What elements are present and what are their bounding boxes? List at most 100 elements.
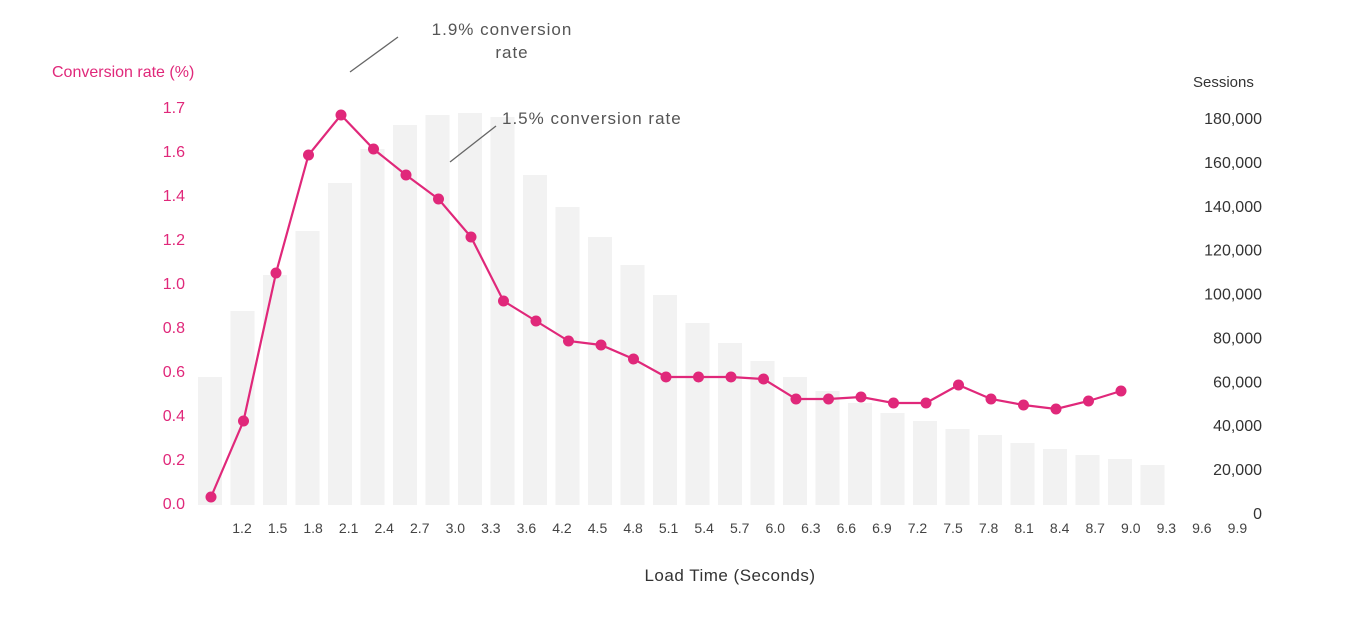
conversion-rate-point xyxy=(855,391,867,403)
x-axis-title: Load Time (Seconds) xyxy=(644,566,815,585)
right-axis-tick-label: 100,000 xyxy=(1204,287,1262,304)
sessions-bar xyxy=(458,113,482,505)
left-axis-tick-label: 1.4 xyxy=(163,188,185,205)
x-axis-tick-label: 6.3 xyxy=(801,520,821,536)
x-axis-tick-label: 8.4 xyxy=(1050,520,1070,536)
sessions-bar xyxy=(913,421,937,505)
x-axis-tick-label: 2.4 xyxy=(374,520,394,536)
x-axis-tick-label: 3.3 xyxy=(481,520,501,536)
annotation-2-text: 1.5% conversion rate xyxy=(502,109,682,128)
sessions-bar xyxy=(815,391,840,505)
conversion-rate-point xyxy=(985,393,997,405)
sessions-bar xyxy=(588,237,612,505)
conversion-rate-point xyxy=(953,379,964,391)
conversion-rate-point xyxy=(1018,399,1029,411)
sessions-bar xyxy=(295,231,320,505)
x-axis-tick-label: 1.2 xyxy=(232,520,252,536)
x-axis-tick-label: 7.2 xyxy=(908,520,928,536)
left-axis-tick-label: 0.0 xyxy=(163,496,185,513)
sessions-bar xyxy=(620,265,645,505)
sessions-bar xyxy=(263,275,287,505)
conversion-rate-point xyxy=(920,397,932,409)
conversion-rate-point xyxy=(368,143,379,155)
left-axis-tick-label: 0.8 xyxy=(163,320,185,337)
x-axis-tick-label: 4.8 xyxy=(623,520,643,536)
conversion-rate-point xyxy=(465,231,477,243)
annotation-1-line1: 1.9% conversion xyxy=(432,20,573,39)
sessions-bar xyxy=(425,115,450,505)
x-axis-tick-label: 2.7 xyxy=(410,520,430,536)
left-axis-tick-label: 0.4 xyxy=(163,408,185,425)
x-axis-tick-label: 2.1 xyxy=(339,520,359,536)
right-axis-title: Sessions xyxy=(1193,74,1254,91)
sessions-bar xyxy=(1140,465,1165,505)
conversion-rate-point xyxy=(628,353,639,365)
x-axis-tick-label: 7.8 xyxy=(979,520,999,536)
sessions-bar xyxy=(360,149,385,505)
conversion-line-layer xyxy=(205,109,1127,503)
sessions-bar xyxy=(750,361,775,505)
x-axis-tick-label: 6.9 xyxy=(872,520,892,536)
sessions-bar xyxy=(490,117,515,505)
right-axis-tick-label: 160,000 xyxy=(1204,155,1262,172)
x-axis-tick-label: 3.0 xyxy=(446,520,466,536)
sessions-bar xyxy=(198,377,222,505)
left-axis: 0.0 0.2 0.4 0.6 0.8 1.0 1.2 1.4 1.6 1.7 xyxy=(163,100,185,513)
left-axis-title: Conversion rate (%) xyxy=(52,64,194,81)
right-axis-tick-label: 80,000 xyxy=(1213,330,1262,347)
sessions-bar xyxy=(230,311,255,505)
x-axis-tick-label: 4.5 xyxy=(588,520,608,536)
right-axis-tick-label: 0 xyxy=(1253,506,1262,523)
x-axis-tick-label: 1.8 xyxy=(303,520,323,536)
sessions-bar xyxy=(1043,449,1067,505)
left-axis-tick-label: 1.6 xyxy=(163,144,185,161)
conversion-rate-point xyxy=(563,335,574,347)
x-axis-tick-label: 9.6 xyxy=(1192,520,1212,536)
conversion-rate-point xyxy=(433,193,444,205)
conversion-rate-point xyxy=(530,315,542,327)
sessions-bar xyxy=(393,125,417,505)
sessions-bar xyxy=(1010,443,1035,505)
sessions-bar xyxy=(653,295,677,505)
conversion-rate-point xyxy=(498,295,509,307)
sessions-bar xyxy=(978,435,1002,505)
sessions-bar xyxy=(523,175,547,505)
left-axis-tick-label: 1.0 xyxy=(163,276,185,293)
conversion-rate-point xyxy=(205,491,217,503)
x-axis-tick-label: 5.7 xyxy=(730,520,750,536)
conversion-rate-point xyxy=(1115,385,1127,397)
x-axis-tick-label: 5.4 xyxy=(694,520,714,536)
sessions-bar xyxy=(880,413,905,505)
sessions-bar xyxy=(945,429,970,505)
x-axis-tick-label: 8.1 xyxy=(1014,520,1034,536)
left-axis-tick-label: 1.2 xyxy=(163,232,185,249)
sessions-bars xyxy=(198,113,1165,505)
conversion-rate-point xyxy=(1083,395,1094,407)
sessions-bar xyxy=(555,207,580,505)
x-axis-tick-label: 6.0 xyxy=(766,520,786,536)
annotation-1-line2: rate xyxy=(495,43,528,62)
conversion-rate-point xyxy=(790,393,802,405)
right-axis-tick-label: 140,000 xyxy=(1204,199,1262,216)
annotation-2-leader xyxy=(449,125,497,163)
x-axis-tick-label: 8.7 xyxy=(1085,520,1105,536)
x-axis-tick-label: 9.9 xyxy=(1228,520,1248,536)
x-axis-tick-label: 1.5 xyxy=(268,520,288,536)
x-axis-tick-label: 9.3 xyxy=(1157,520,1177,536)
x-axis-tick-label: 6.6 xyxy=(837,520,857,536)
left-axis-tick-label: 1.7 xyxy=(163,100,185,117)
sessions-bar xyxy=(1108,459,1132,505)
conversion-rate-point xyxy=(823,393,834,405)
left-axis-tick-label: 0.2 xyxy=(163,452,185,469)
conversion-rate-point xyxy=(238,415,249,427)
left-axis-tick-label: 0.6 xyxy=(163,364,185,381)
sessions-bar xyxy=(685,323,710,505)
conversion-rate-point xyxy=(1050,403,1062,415)
x-axis: 1.2 1.5 1.8 2.1 2.4 2.7 3.0 3.3 3.6 4.2 4.5 4.8 5.1 5… xyxy=(232,520,1247,536)
sessions-bar xyxy=(1075,455,1100,505)
sessions-bar xyxy=(848,403,872,505)
right-axis: 0 20,000 40,000 60,000 80,000 100,000 120,000 1… xyxy=(1204,111,1262,523)
conversion-rate-point xyxy=(270,267,282,279)
